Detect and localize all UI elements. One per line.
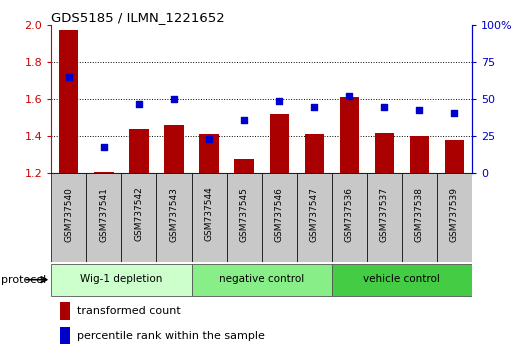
Text: GSM737536: GSM737536 bbox=[345, 187, 354, 242]
Point bbox=[380, 104, 388, 109]
Bar bbox=[445, 140, 464, 173]
Point bbox=[275, 98, 283, 103]
Text: GSM737547: GSM737547 bbox=[310, 187, 319, 242]
Text: GSM737542: GSM737542 bbox=[134, 187, 144, 241]
Bar bbox=[262, 173, 297, 262]
Bar bbox=[227, 173, 262, 262]
Bar bbox=[340, 97, 359, 173]
Point bbox=[100, 144, 108, 149]
Text: negative control: negative control bbox=[219, 274, 304, 284]
Text: GSM737537: GSM737537 bbox=[380, 187, 389, 242]
Text: protocol: protocol bbox=[1, 275, 46, 285]
Text: GSM737541: GSM737541 bbox=[100, 187, 108, 242]
Bar bbox=[367, 173, 402, 262]
Bar bbox=[86, 173, 122, 262]
Bar bbox=[129, 129, 149, 173]
Text: GSM737540: GSM737540 bbox=[64, 187, 73, 242]
Bar bbox=[437, 173, 472, 262]
Text: GSM737545: GSM737545 bbox=[240, 187, 249, 242]
Bar bbox=[332, 173, 367, 262]
Text: GDS5185 / ILMN_1221652: GDS5185 / ILMN_1221652 bbox=[51, 11, 225, 24]
Text: Wig-1 depletion: Wig-1 depletion bbox=[80, 274, 163, 284]
Bar bbox=[51, 173, 86, 262]
Bar bbox=[200, 135, 219, 173]
Bar bbox=[60, 302, 70, 320]
Bar bbox=[234, 159, 254, 173]
Bar bbox=[60, 327, 70, 344]
Point bbox=[135, 101, 143, 107]
Text: GSM737538: GSM737538 bbox=[415, 187, 424, 242]
Point bbox=[205, 136, 213, 142]
Bar bbox=[156, 173, 191, 262]
Point bbox=[170, 96, 178, 102]
Text: GSM737546: GSM737546 bbox=[274, 187, 284, 242]
Bar bbox=[59, 30, 78, 173]
Point bbox=[310, 104, 318, 109]
Bar bbox=[122, 173, 156, 262]
Bar bbox=[51, 264, 191, 296]
Bar bbox=[297, 173, 332, 262]
Point bbox=[450, 110, 459, 115]
Bar bbox=[332, 264, 472, 296]
Text: transformed count: transformed count bbox=[76, 306, 180, 316]
Text: percentile rank within the sample: percentile rank within the sample bbox=[76, 331, 264, 341]
Bar bbox=[374, 133, 394, 173]
Text: vehicle control: vehicle control bbox=[363, 274, 440, 284]
Text: GSM737539: GSM737539 bbox=[450, 187, 459, 242]
Bar bbox=[410, 136, 429, 173]
Bar bbox=[191, 264, 332, 296]
Point bbox=[345, 93, 353, 99]
Text: GSM737543: GSM737543 bbox=[169, 187, 179, 242]
Bar bbox=[191, 173, 227, 262]
Bar bbox=[269, 114, 289, 173]
Bar bbox=[305, 135, 324, 173]
Bar bbox=[94, 172, 113, 173]
Point bbox=[240, 117, 248, 123]
Bar bbox=[402, 173, 437, 262]
Bar bbox=[164, 125, 184, 173]
Text: GSM737544: GSM737544 bbox=[205, 187, 213, 241]
Point bbox=[415, 107, 423, 112]
Point bbox=[65, 74, 73, 80]
